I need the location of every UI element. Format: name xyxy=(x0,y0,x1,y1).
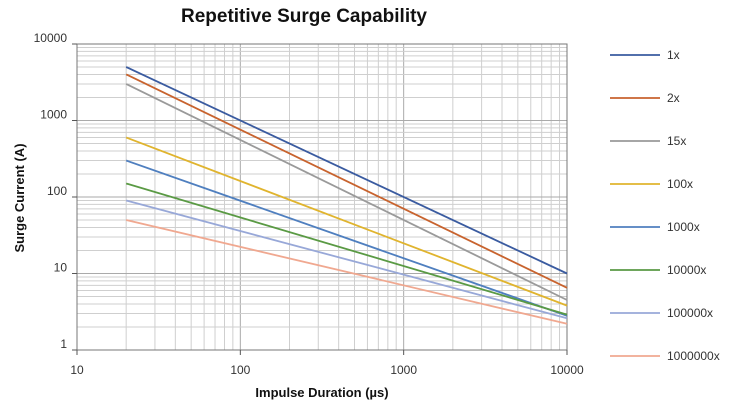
x-axis-label: Impulse Duration (µs) xyxy=(255,385,388,400)
x-tick-label: 1000 xyxy=(390,363,417,377)
x-tick-label: 100 xyxy=(230,363,250,377)
series-line-15x xyxy=(125,83,568,301)
legend-label-100x: 100x xyxy=(667,177,693,191)
series-line-1000x xyxy=(125,159,568,317)
series-line-1x xyxy=(125,66,568,275)
series-line-100x xyxy=(125,136,568,307)
series-line-2x xyxy=(125,73,568,289)
series-line-10000x xyxy=(125,182,568,316)
y-tick-label: 10 xyxy=(54,261,68,275)
x-tick-label: 10 xyxy=(70,363,84,377)
legend-label-2x: 2x xyxy=(667,91,680,105)
y-tick-label: 1000 xyxy=(40,108,67,122)
legend-label-15x: 15x xyxy=(667,134,686,148)
y-tick-label: 1 xyxy=(60,337,67,351)
y-tick-label: 100 xyxy=(47,184,67,198)
legend-label-1x: 1x xyxy=(667,48,680,62)
grid xyxy=(77,44,567,350)
legend-label-100000x: 100000x xyxy=(667,306,713,320)
x-tick-label: 10000 xyxy=(550,363,584,377)
legend-label-1000000x: 1000000x xyxy=(667,349,720,363)
y-axis-label: Surge Current (A) xyxy=(12,143,27,252)
y-tick-label: 10000 xyxy=(34,31,68,45)
series-line-1000000x xyxy=(125,219,568,325)
series-lines xyxy=(125,66,568,325)
legend-label-1000x: 1000x xyxy=(667,220,700,234)
legend-label-10000x: 10000x xyxy=(667,263,706,277)
series-line-100000x xyxy=(125,199,568,320)
legend: 1x 2x 15x 100x 1000x 10000x 100000x 1000000x xyxy=(610,48,720,363)
chart-title: Repetitive Surge Capability xyxy=(181,6,427,27)
